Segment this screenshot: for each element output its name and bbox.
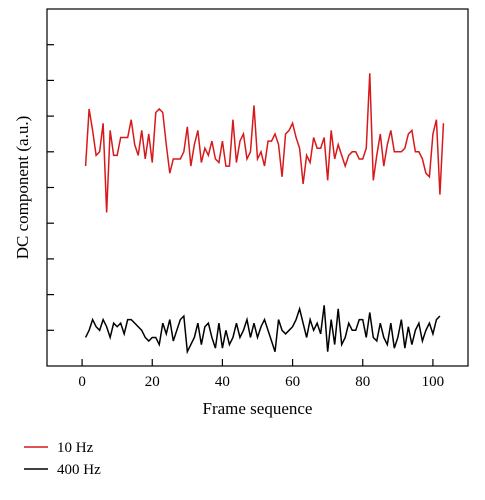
legend-label-10hz: 10 Hz bbox=[57, 440, 94, 456]
series-line-10hz bbox=[84, 73, 445, 213]
series-line-400hz bbox=[84, 305, 441, 355]
x-tick-label-80: 80 bbox=[355, 374, 370, 390]
x-tick-label-0: 0 bbox=[78, 374, 86, 390]
y-axis-ticks bbox=[47, 44, 54, 331]
x-tick-label-100: 100 bbox=[422, 374, 445, 390]
y-axis-label: DC component (a.u.) bbox=[13, 116, 32, 260]
x-axis-label: Frame sequence bbox=[203, 399, 313, 418]
x-axis-ticks: 0 20 40 60 80 100 bbox=[78, 359, 444, 390]
x-tick-label-20: 20 bbox=[145, 374, 160, 390]
x-tick-label-40: 40 bbox=[215, 374, 230, 390]
x-tick-label-60: 60 bbox=[285, 374, 300, 390]
plot-area bbox=[46, 8, 469, 367]
legend-label-400hz: 400 Hz bbox=[57, 462, 101, 478]
legend: 10 Hz 400 Hz bbox=[24, 440, 101, 478]
series-layer bbox=[84, 73, 445, 355]
